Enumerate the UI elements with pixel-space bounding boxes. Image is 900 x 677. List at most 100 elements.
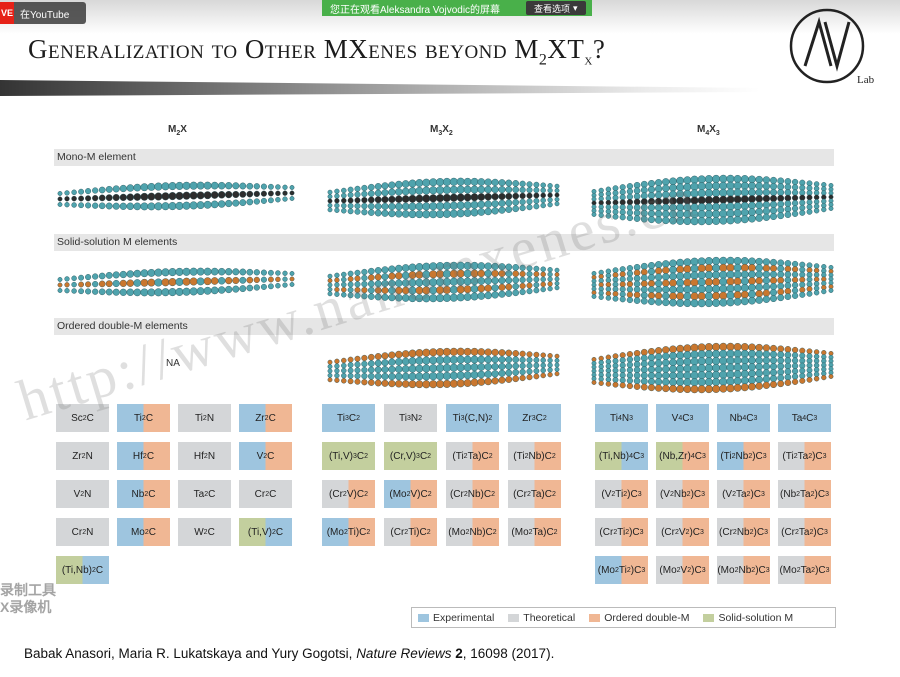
atom <box>762 182 771 190</box>
atom <box>57 282 63 288</box>
atom <box>719 209 728 218</box>
atom <box>704 203 713 212</box>
atom <box>429 380 438 389</box>
atom <box>341 292 347 298</box>
atom <box>498 199 506 207</box>
atom <box>203 267 212 276</box>
atom <box>704 264 713 273</box>
atom <box>697 364 706 373</box>
atom <box>633 366 641 374</box>
atom <box>654 353 663 361</box>
atom <box>119 270 127 279</box>
atom <box>676 351 685 360</box>
atom <box>260 190 267 197</box>
atom <box>491 207 499 215</box>
atom <box>669 259 677 268</box>
atom <box>477 363 486 371</box>
atom <box>354 203 361 210</box>
atom <box>381 286 389 294</box>
legend-item: Theoretical <box>508 612 575 624</box>
atom <box>225 191 233 199</box>
atom <box>605 381 612 387</box>
atom <box>168 192 177 201</box>
atom <box>733 356 742 365</box>
atom <box>354 373 361 380</box>
structure-m2x-mono <box>57 181 295 211</box>
atom <box>246 284 254 292</box>
atom <box>748 277 756 285</box>
atom <box>690 257 699 266</box>
atom <box>676 265 685 274</box>
atom <box>498 290 506 298</box>
atom <box>456 363 465 372</box>
atom <box>112 202 120 210</box>
atom <box>64 288 70 294</box>
atom <box>813 208 820 214</box>
atom <box>374 189 382 197</box>
atom <box>526 374 533 381</box>
youtube-live-badge[interactable]: VE 在YouTube <box>0 2 86 24</box>
atom <box>777 183 785 191</box>
mxene-tile-m3x2: (Cr 2 Nb)C 2 <box>446 480 499 508</box>
atom <box>147 278 156 287</box>
atom <box>712 291 721 300</box>
atom <box>267 276 274 283</box>
atom <box>784 368 792 375</box>
atom <box>719 181 728 190</box>
atom <box>676 358 685 366</box>
atom <box>168 268 177 277</box>
atom <box>733 284 742 293</box>
atom <box>203 191 212 200</box>
atom <box>57 202 63 207</box>
atom <box>726 188 735 197</box>
atom <box>640 383 648 391</box>
atom <box>105 194 113 202</box>
atom <box>175 191 184 200</box>
atom <box>769 369 777 377</box>
atom <box>175 181 184 190</box>
atom <box>784 189 792 196</box>
atom <box>408 194 417 203</box>
legend-label: Ordered double-M <box>604 611 690 624</box>
screen-share-banner: 您正在观看Aleksandra Vojvodic的屏幕 查看选项 ▾ <box>322 0 592 16</box>
atom <box>762 350 771 358</box>
atom <box>374 209 382 217</box>
atom <box>456 347 465 356</box>
atom <box>792 266 799 273</box>
atom <box>408 210 417 219</box>
atom <box>762 381 771 389</box>
atom <box>733 263 742 272</box>
atom <box>92 202 99 209</box>
atom <box>408 349 417 358</box>
recorder-watermark: 录制工具 X录像机 <box>0 582 56 616</box>
atom <box>806 286 813 292</box>
atom <box>821 374 827 381</box>
atom <box>769 363 777 371</box>
atom <box>422 178 431 187</box>
atom <box>361 197 368 204</box>
atom <box>755 201 763 209</box>
atom <box>112 288 120 296</box>
atom <box>762 277 771 285</box>
atom <box>408 364 417 373</box>
atom <box>799 286 806 293</box>
atom <box>726 342 735 351</box>
atom <box>368 353 375 361</box>
atom <box>133 202 142 211</box>
atom <box>748 182 756 190</box>
atom <box>275 190 281 197</box>
citation-volume: 2 <box>451 646 463 661</box>
atom <box>733 215 742 224</box>
atom <box>719 202 728 211</box>
atom <box>470 355 479 364</box>
view-options-button[interactable]: 查看选项 ▾ <box>526 1 586 15</box>
atom <box>327 291 333 297</box>
brush-stroke-divider <box>0 80 760 96</box>
atom <box>748 188 756 197</box>
atom <box>442 193 451 202</box>
atom <box>769 176 777 184</box>
atom <box>662 365 670 373</box>
atom <box>626 377 634 384</box>
atom <box>612 381 619 388</box>
atom <box>683 271 692 280</box>
